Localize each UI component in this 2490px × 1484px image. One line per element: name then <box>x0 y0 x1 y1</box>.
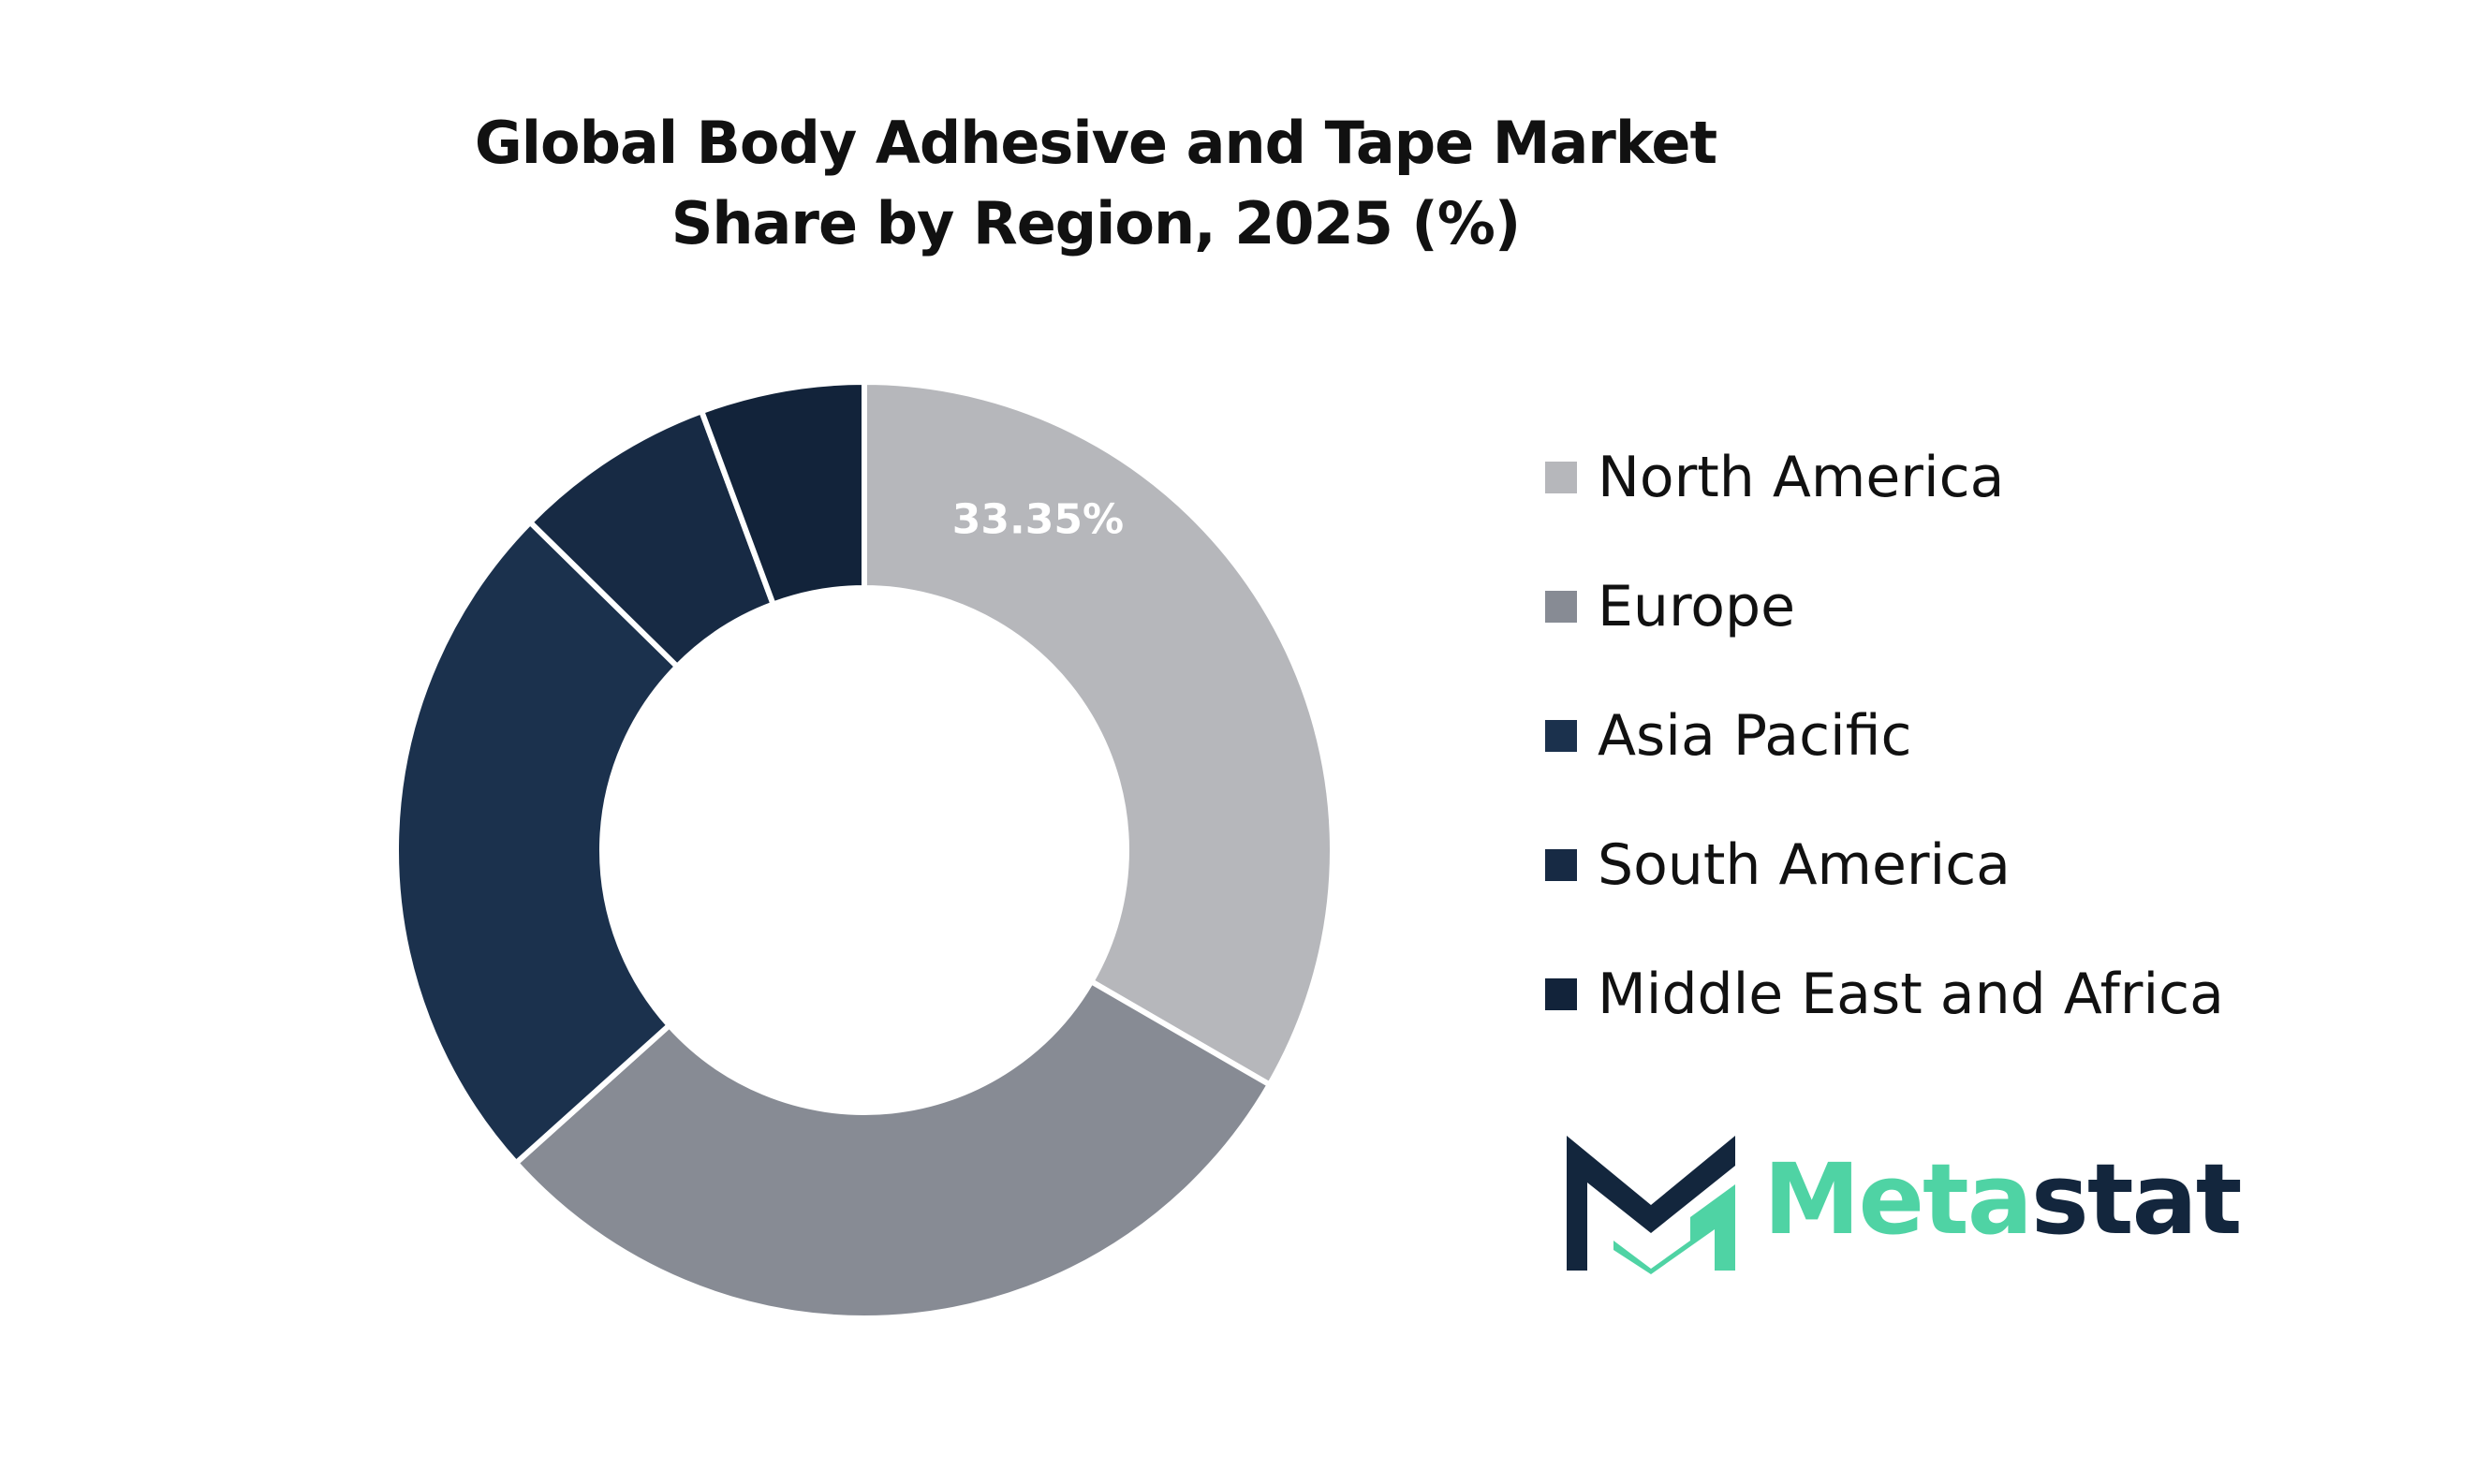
legend-item: Middle East and Africa <box>1545 957 2224 1032</box>
donut-chart: 33.35% <box>393 379 1335 1321</box>
logo-text-meta: Meta <box>1763 1142 2031 1256</box>
legend-swatch <box>1545 462 1577 493</box>
legend-label: North America <box>1598 445 2005 510</box>
data-label-north-america: 33.35% <box>952 496 1124 544</box>
metastat-logo: Metastat <box>1567 1136 2243 1274</box>
legend-label: Asia Pacific <box>1598 703 1912 769</box>
legend-label: South America <box>1598 832 2011 898</box>
legend-swatch <box>1545 720 1577 752</box>
legend-swatch <box>1545 849 1577 881</box>
logo-text-stat: stat <box>2031 1142 2241 1256</box>
legend-swatch <box>1545 591 1577 623</box>
svg-text:Metastat: Metastat <box>1763 1142 2241 1256</box>
slice-middle-east-and-africa <box>699 379 867 608</box>
legend-item: North America <box>1545 440 2004 515</box>
legend-label: Europe <box>1598 574 1795 639</box>
slice-asia-pacific <box>393 519 681 1167</box>
legend-item: Europe <box>1545 569 1795 644</box>
slice-north-america <box>862 379 1335 1088</box>
metastat-logo-mark <box>1567 1136 1735 1274</box>
legend-label: Middle East and Africa <box>1598 962 2224 1027</box>
chart-title: Global Body Adhesive and Tape Market Sha… <box>474 109 1717 257</box>
legend-swatch <box>1545 978 1577 1010</box>
slice-europe <box>513 978 1273 1321</box>
legend-item: Asia Pacific <box>1545 698 1912 773</box>
legend-item: South America <box>1545 828 2011 903</box>
